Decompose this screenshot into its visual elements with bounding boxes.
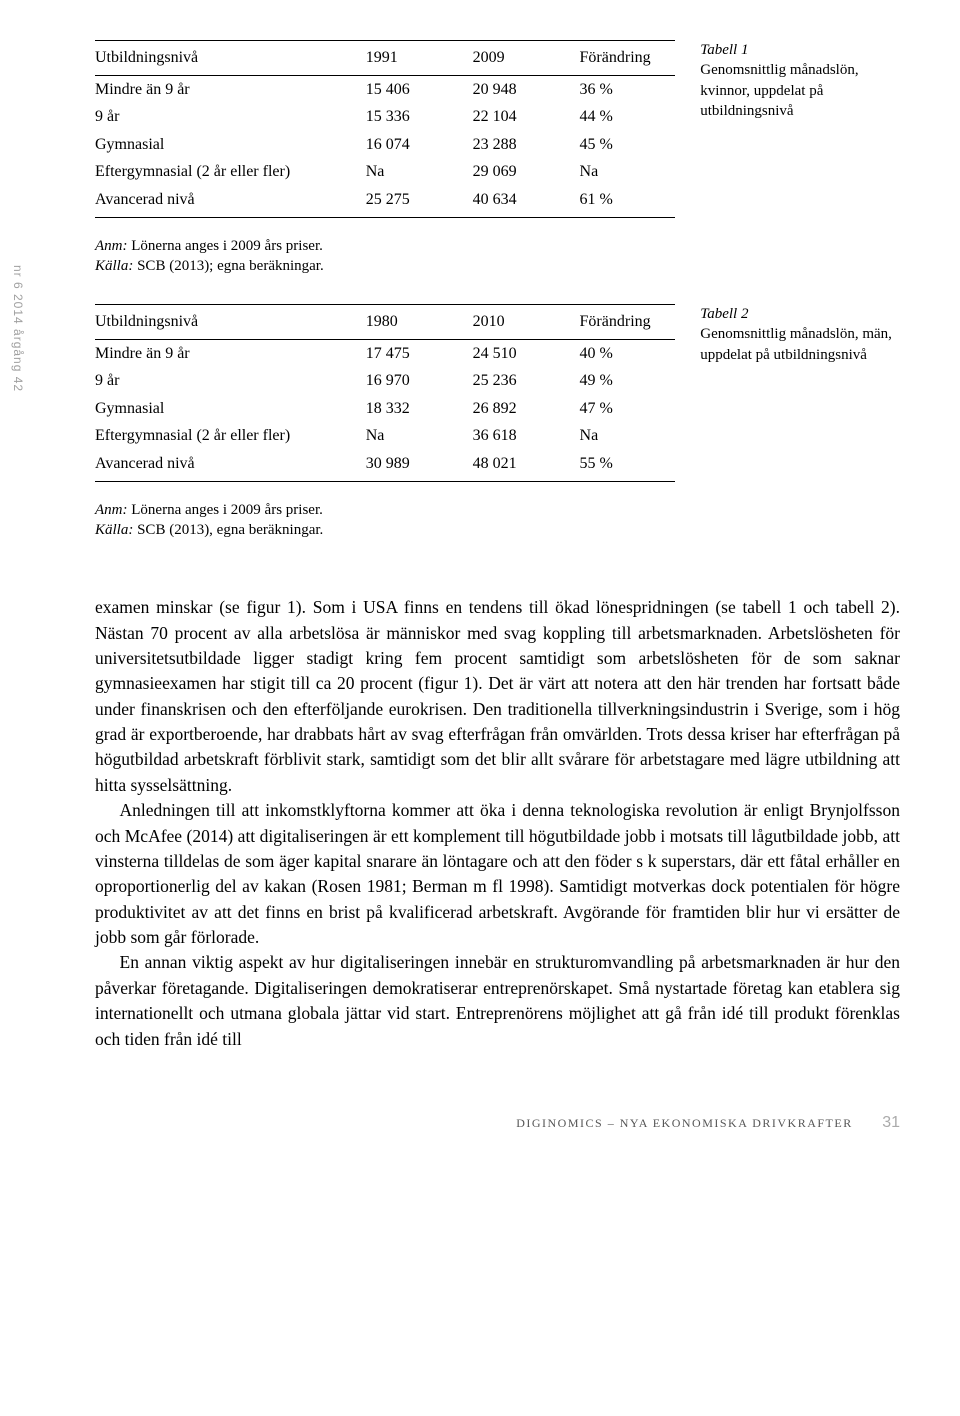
cell: Mindre än 9 år — [95, 339, 366, 367]
table1: Utbildningsnivå 1991 2009 Förändring Min… — [95, 40, 675, 218]
table-row: 9 år15 33622 10444 % — [95, 103, 675, 131]
cell: 25 275 — [366, 186, 473, 217]
cell: 26 892 — [473, 395, 580, 423]
cell: 30 989 — [366, 450, 473, 481]
cell: 20 948 — [473, 75, 580, 103]
table2-caption: Tabell 2 Genomsnittlig månadslön, män, u… — [675, 304, 900, 365]
cell: Eftergymnasial (2 år eller fler) — [95, 422, 366, 450]
margin-issue-marker: nr 6 2014 årgång 42 — [10, 265, 26, 392]
table1-caption-title: Tabell 1 — [700, 42, 748, 58]
table2-caption-text: Genomsnittlig månadslön, män, uppdelat p… — [700, 326, 892, 362]
cell: 22 104 — [473, 103, 580, 131]
table1-col-change: Förändring — [580, 41, 676, 76]
cell: 47 % — [580, 395, 676, 423]
cell: 40 634 — [473, 186, 580, 217]
table-row: Eftergymnasial (2 år eller fler)Na36 618… — [95, 422, 675, 450]
cell: 55 % — [580, 450, 676, 481]
cell: 36 618 — [473, 422, 580, 450]
cell: 15 336 — [366, 103, 473, 131]
cell: 24 510 — [473, 339, 580, 367]
table2-note: Anm: Lönerna anges i 2009 års priser. Kä… — [95, 500, 900, 541]
table1-col-year1: 1991 — [366, 41, 473, 76]
note-text: Lönerna anges i 2009 års priser. — [128, 238, 323, 254]
table1-header-row: Utbildningsnivå 1991 2009 Förändring — [95, 41, 675, 76]
cell: 29 069 — [473, 158, 580, 186]
table-row: Mindre än 9 år15 40620 94836 % — [95, 75, 675, 103]
cell: 36 % — [580, 75, 676, 103]
note-label: Källa: — [95, 522, 133, 538]
note-label: Anm: — [95, 502, 128, 518]
table2-col-label: Utbildningsnivå — [95, 305, 366, 340]
table-row: Mindre än 9 år17 47524 51040 % — [95, 339, 675, 367]
cell: 9 år — [95, 367, 366, 395]
cell: Gymnasial — [95, 131, 366, 159]
table-row: Avancerad nivå25 27540 63461 % — [95, 186, 675, 217]
table2: Utbildningsnivå 1980 2010 Förändring Min… — [95, 304, 675, 482]
cell: 16 074 — [366, 131, 473, 159]
table-row: Avancerad nivå30 98948 02155 % — [95, 450, 675, 481]
table-row: 9 år16 97025 23649 % — [95, 367, 675, 395]
cell: 61 % — [580, 186, 676, 217]
note-label: Anm: — [95, 238, 128, 254]
cell: 49 % — [580, 367, 676, 395]
cell: 23 288 — [473, 131, 580, 159]
paragraph: Anledningen till att inkomstklyftorna ko… — [95, 798, 900, 950]
cell: Na — [580, 422, 676, 450]
cell: 18 332 — [366, 395, 473, 423]
table-row: Gymnasial18 33226 89247 % — [95, 395, 675, 423]
table1-note: Anm: Lönerna anges i 2009 års priser. Kä… — [95, 236, 900, 277]
cell: Eftergymnasial (2 år eller fler) — [95, 158, 366, 186]
note-text: SCB (2013); egna beräkningar. — [133, 258, 323, 274]
note-text: Lönerna anges i 2009 års priser. — [128, 502, 323, 518]
cell: Na — [580, 158, 676, 186]
page-footer: DIGINOMICS – NYA EKONOMISKA DRIVKRAFTER … — [30, 1112, 900, 1134]
cell: Avancerad nivå — [95, 450, 366, 481]
page-number: 31 — [882, 1114, 900, 1131]
table1-col-label: Utbildningsnivå — [95, 41, 366, 76]
note-label: Källa: — [95, 258, 133, 274]
cell: Mindre än 9 år — [95, 75, 366, 103]
cell: Gymnasial — [95, 395, 366, 423]
footer-title: DIGINOMICS – NYA EKONOMISKA DRIVKRAFTER — [516, 1116, 853, 1130]
table1-col-year2: 2009 — [473, 41, 580, 76]
table1-caption-text: Genomsnittlig månadslön, kvinnor, uppdel… — [700, 62, 858, 119]
table1-caption: Tabell 1 Genomsnittlig månadslön, kvinno… — [675, 40, 900, 121]
note-text: SCB (2013), egna beräkningar. — [133, 522, 323, 538]
cell: Na — [366, 158, 473, 186]
paragraph: examen minskar (se figur 1). Som i USA f… — [95, 595, 900, 798]
table2-col-year1: 1980 — [366, 305, 473, 340]
cell: 48 021 — [473, 450, 580, 481]
cell: 45 % — [580, 131, 676, 159]
cell: Avancerad nivå — [95, 186, 366, 217]
cell: 44 % — [580, 103, 676, 131]
cell: 16 970 — [366, 367, 473, 395]
table2-header-row: Utbildningsnivå 1980 2010 Förändring — [95, 305, 675, 340]
table2-col-change: Förändring — [580, 305, 676, 340]
cell: 15 406 — [366, 75, 473, 103]
cell: 17 475 — [366, 339, 473, 367]
table2-block: Utbildningsnivå 1980 2010 Förändring Min… — [30, 304, 900, 482]
table-row: Eftergymnasial (2 år eller fler)Na29 069… — [95, 158, 675, 186]
table-row: Gymnasial16 07423 28845 % — [95, 131, 675, 159]
table1-block: Utbildningsnivå 1991 2009 Förändring Min… — [30, 40, 900, 218]
table2-caption-title: Tabell 2 — [700, 306, 748, 322]
cell: Na — [366, 422, 473, 450]
body-text: examen minskar (se figur 1). Som i USA f… — [95, 595, 900, 1052]
cell: 9 år — [95, 103, 366, 131]
cell: 25 236 — [473, 367, 580, 395]
paragraph: En annan viktig aspekt av hur digitalise… — [95, 950, 900, 1052]
table2-col-year2: 2010 — [473, 305, 580, 340]
cell: 40 % — [580, 339, 676, 367]
